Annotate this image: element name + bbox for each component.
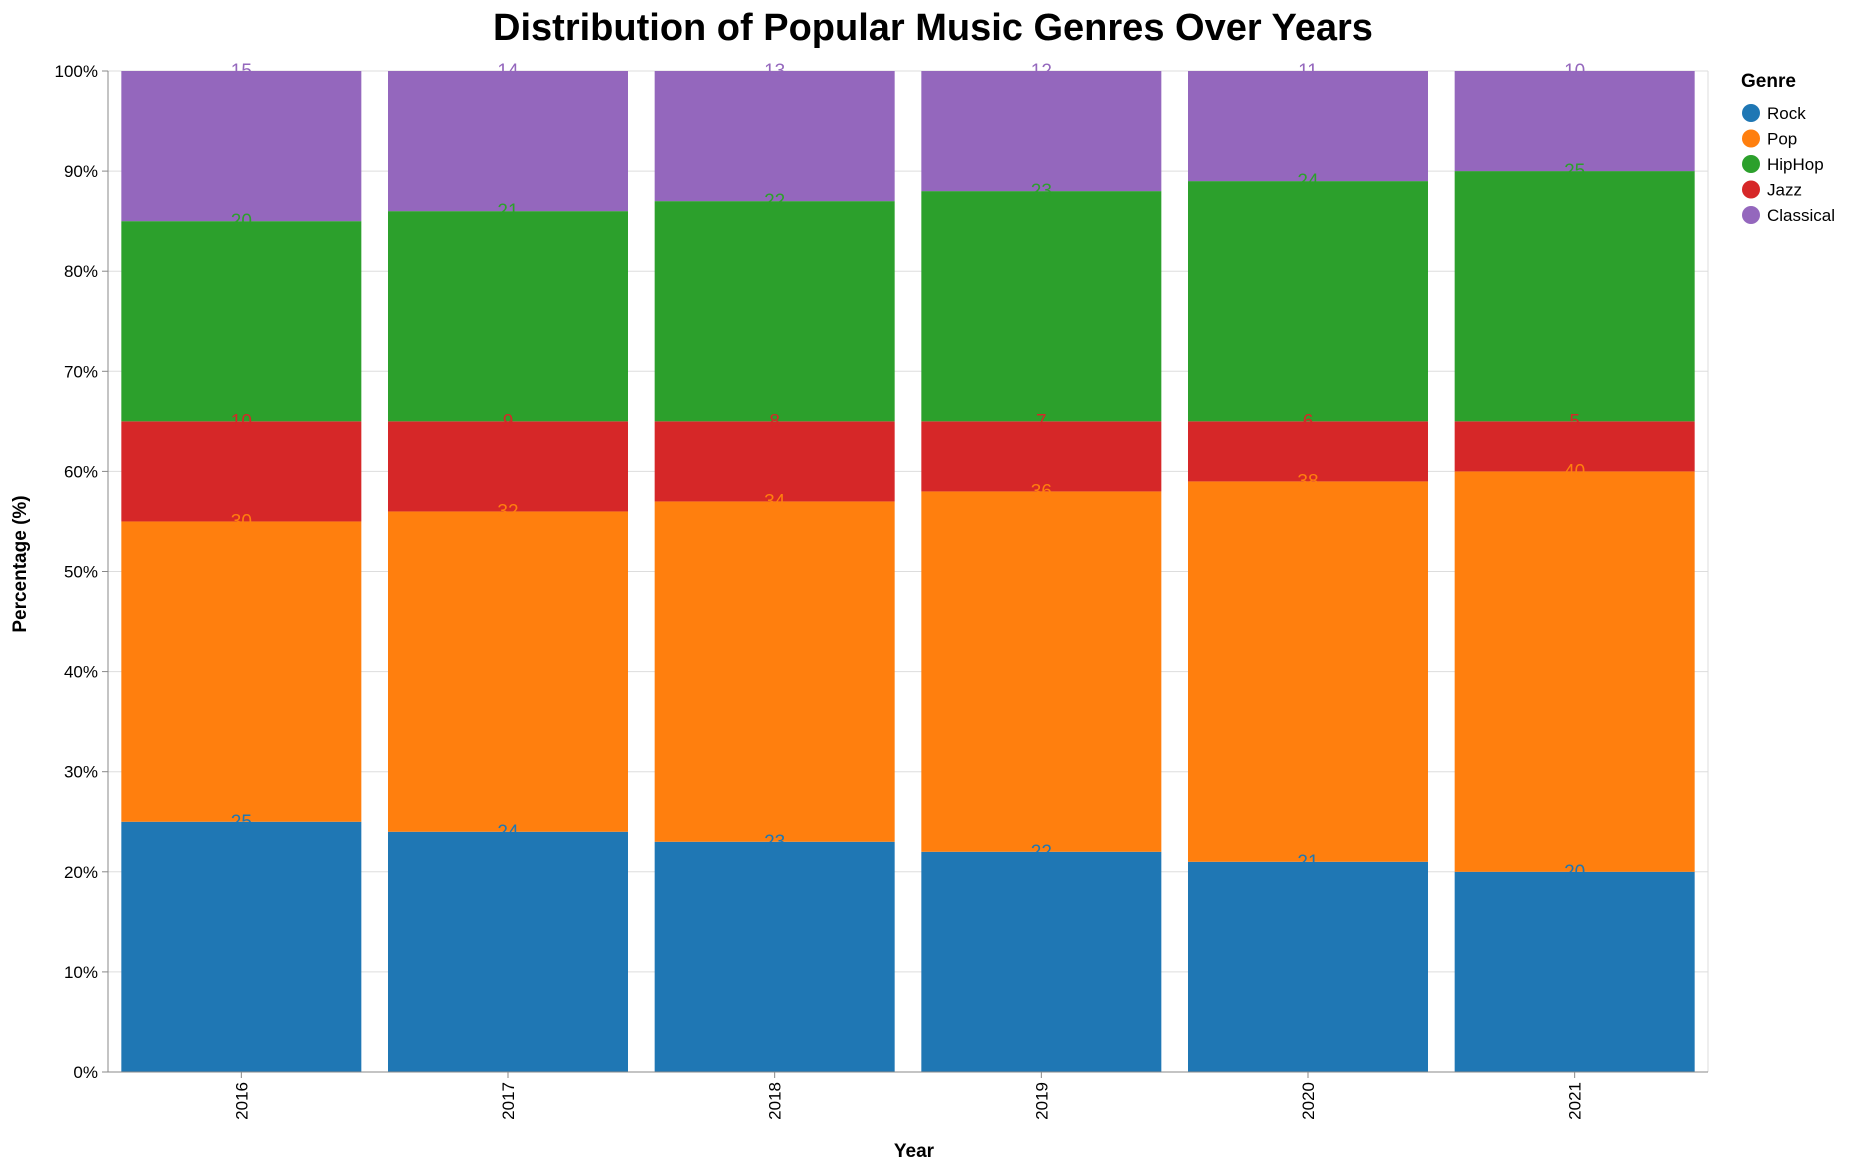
x-tick-label: 2016: [232, 1082, 251, 1120]
legend-swatch-pop: [1742, 129, 1760, 148]
y-tick-label: 90%: [64, 162, 98, 181]
data-label-hiphop-2020: 24: [1297, 171, 1319, 192]
data-label-pop-2018: 34: [764, 491, 786, 512]
data-label-classical-2020: 11: [1298, 61, 1318, 82]
y-tick-label: 40%: [64, 663, 98, 682]
bar-hiphop-2018: [654, 201, 895, 422]
legend-label-classical: Classical: [1767, 206, 1835, 225]
legend-label-jazz: Jazz: [1767, 181, 1802, 200]
data-label-rock-2017: 24: [497, 822, 519, 843]
legend-title: Genre: [1741, 71, 1796, 92]
data-label-classical-2018: 13: [764, 61, 785, 82]
y-tick-label: 20%: [64, 863, 98, 882]
data-label-jazz-2019: 7: [1036, 411, 1047, 432]
data-label-classical-2019: 12: [1031, 61, 1052, 82]
legend-swatch-classical: [1742, 206, 1760, 224]
legend-label-rock: Rock: [1767, 104, 1806, 123]
y-tick-label: 50%: [64, 563, 98, 582]
chart-title: Distribution of Popular Music Genres Ove…: [493, 7, 1373, 49]
data-label-pop-2016: 30: [231, 511, 252, 532]
x-tick-label: 2019: [1032, 1082, 1051, 1120]
data-label-pop-2019: 36: [1031, 481, 1052, 502]
legend-swatch-rock: [1742, 104, 1760, 122]
bar-classical-2020: [1188, 71, 1428, 182]
data-label-jazz-2018: 8: [769, 411, 780, 432]
axes: 0%10%20%30%40%50%60%70%80%90%100%2016 201…: [55, 62, 1708, 1120]
bar-pop-2020: [1188, 481, 1428, 862]
data-label-rock-2016: 25: [231, 812, 252, 833]
data-label-hiphop-2021: 25: [1564, 161, 1585, 182]
bar-rock-2021: [1454, 871, 1695, 1072]
bar-classical-2016: [121, 71, 362, 222]
data-label-hiphop-2019: 23: [1031, 181, 1052, 202]
legend-swatch-jazz: [1742, 180, 1760, 199]
y-tick-label: 100%: [55, 62, 98, 81]
y-tick-label: 30%: [64, 763, 98, 782]
legend-label-pop: Pop: [1767, 130, 1797, 149]
bar-classical-2018: [654, 71, 895, 202]
data-label-classical-2017: 14: [497, 61, 519, 82]
bar-jazz-2020: [1188, 421, 1428, 482]
data-label-hiphop-2018: 22: [764, 191, 785, 212]
data-label-pop-2020: 38: [1297, 471, 1318, 492]
bar-hiphop-2020: [1188, 181, 1428, 422]
y-tick-label: 70%: [64, 362, 98, 381]
bar-rock-2016: [121, 821, 362, 1072]
y-tick-label: 0%: [73, 1063, 98, 1082]
legend-label-hiphop: HipHop: [1767, 155, 1824, 174]
legend-swatch-hiphop: [1742, 155, 1760, 173]
x-axis-title: Year: [894, 1141, 935, 1162]
data-label-jazz-2020: 6: [1303, 411, 1314, 432]
gridlines: [108, 70, 1709, 1073]
bar-classical-2021: [1454, 71, 1695, 172]
data-label-classical-2016: 15: [231, 61, 252, 82]
y-tick-label: 10%: [64, 963, 98, 982]
bar-jazz-2016: [121, 421, 362, 522]
bar-rock-2019: [921, 851, 1162, 1072]
bars: [121, 71, 1695, 1072]
bar-pop-2019: [921, 491, 1162, 852]
data-label-classical-2021: 10: [1564, 61, 1585, 82]
bar-hiphop-2021: [1454, 171, 1695, 422]
data-label-jazz-2017: 9: [503, 411, 514, 432]
y-tick-label: 80%: [64, 262, 98, 281]
y-tick-label: 60%: [64, 462, 98, 481]
bar-hiphop-2016: [121, 221, 362, 422]
bar-jazz-2017: [388, 421, 628, 512]
bar-jazz-2021: [1454, 421, 1695, 472]
data-labels: 25 30 10 20 15 24 32 9 21 14 23 34 8 22 13 22 36 7 23 12 21 3…: [231, 61, 1585, 883]
data-label-rock-2019: 22: [1031, 842, 1052, 863]
bar-hiphop-2017: [388, 211, 628, 422]
bar-rock-2020: [1188, 861, 1428, 1072]
bar-jazz-2019: [921, 421, 1162, 492]
bar-hiphop-2019: [921, 191, 1162, 422]
bar-classical-2019: [921, 71, 1162, 192]
bar-pop-2021: [1454, 471, 1695, 872]
data-label-jazz-2021: 5: [1569, 411, 1580, 432]
y-axis-title: Percentage (%): [10, 495, 31, 632]
x-tick-label: 2017: [499, 1082, 518, 1120]
data-label-rock-2020: 21: [1297, 852, 1318, 873]
data-label-pop-2017: 32: [497, 501, 518, 522]
data-label-hiphop-2016: 20: [231, 211, 252, 232]
x-tick-label: 2018: [766, 1082, 785, 1120]
bar-classical-2017: [388, 71, 628, 212]
data-label-rock-2021: 20: [1564, 862, 1585, 883]
data-label-jazz-2016: 10: [231, 411, 252, 432]
legend: Genre Rock Pop HipHop Jazz Classical: [1741, 71, 1835, 225]
x-tick-label: 2020: [1299, 1082, 1318, 1120]
x-tick-label: 2021: [1566, 1082, 1585, 1120]
bar-rock-2018: [654, 841, 895, 1072]
bar-jazz-2018: [654, 421, 895, 502]
data-label-rock-2018: 23: [764, 832, 785, 853]
data-label-hiphop-2017: 21: [497, 201, 518, 222]
data-label-pop-2021: 40: [1564, 461, 1585, 482]
bar-pop-2018: [654, 501, 895, 842]
bar-rock-2017: [388, 831, 628, 1072]
bar-pop-2017: [388, 511, 628, 832]
bar-pop-2016: [121, 521, 362, 822]
